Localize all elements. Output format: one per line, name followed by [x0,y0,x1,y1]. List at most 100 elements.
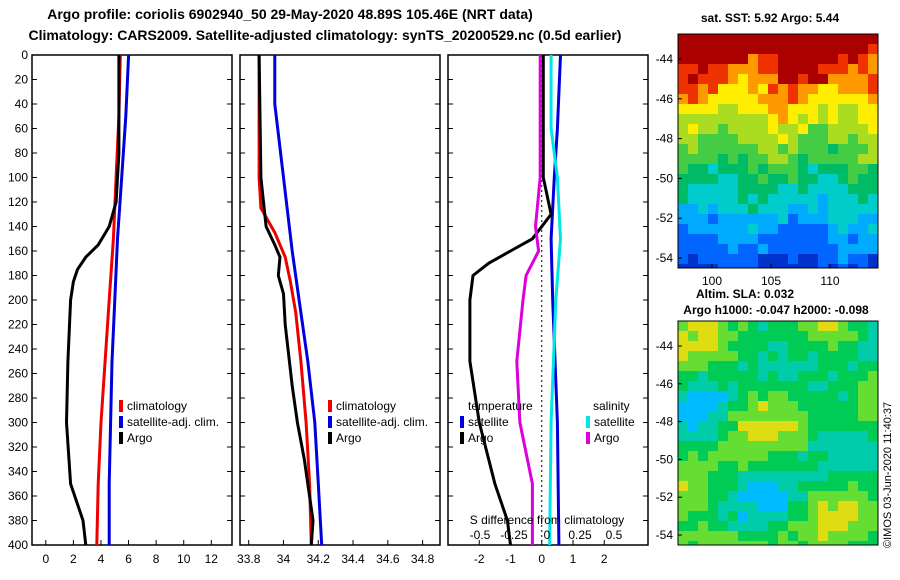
map-cell [688,154,698,164]
map-cell [778,361,788,371]
map-cell [868,461,878,471]
map-cell [818,34,828,44]
map-cell [868,74,878,84]
map-cell [798,154,808,164]
map-cell [698,531,708,541]
map-cell [678,64,688,74]
salinity-tick-label: -0.5 [470,528,491,542]
map-cell [788,411,798,421]
legend-label: Argo [468,431,494,445]
map-cell [748,174,758,184]
map-cell [728,471,738,481]
map-cell [708,421,718,431]
map-cell [738,174,748,184]
map-cell [848,401,858,411]
map-cell [748,471,758,481]
map-cell [848,244,858,254]
map-cell [828,491,838,501]
map-cell [768,421,778,431]
map-cell [848,154,858,164]
map-cell [688,104,698,114]
map-cell [738,331,748,341]
map-cell [758,184,768,194]
map-cell [718,441,728,451]
map-cell [798,381,808,391]
map-cell [848,84,858,94]
map-cell [768,84,778,94]
map-cell [848,194,858,204]
map-cell [748,331,758,341]
map-cell [858,371,868,381]
map-cell [818,164,828,174]
map-cell [798,44,808,54]
map-cell [698,134,708,144]
map-cell [798,391,808,401]
map-cell [828,254,838,264]
map-cell [678,471,688,481]
map-cell [718,84,728,94]
map-cell [748,234,758,244]
map-cell [828,481,838,491]
map-cell [738,541,748,545]
map-cell [768,34,778,44]
map-cell [728,371,738,381]
map-cell [758,401,768,411]
map-cell [788,34,798,44]
map-cell [858,214,868,224]
map-cell [798,74,808,84]
y-tick-label: 220 [8,318,28,332]
map-cell [788,471,798,481]
map-cell [778,371,788,381]
map-cell [718,411,728,421]
map-cell [738,54,748,64]
map-cell [708,501,718,511]
map-cell [758,74,768,84]
map-cell [708,461,718,471]
map-cell [828,381,838,391]
map-cell [758,521,768,531]
map-y-tick-label: -46 [656,92,674,106]
map-cell [848,204,858,214]
salinity-axis-title: S difference from climatology [470,513,625,527]
map-cell [818,391,828,401]
map-cell [718,331,728,341]
map-cell [808,401,818,411]
map-cell [678,114,688,124]
x-tick-label: 8 [153,552,160,566]
map-cell [698,54,708,64]
x-tick-label: -2 [474,552,485,566]
map-cell [698,164,708,174]
map-cell [778,391,788,401]
map-cell [718,341,728,351]
map-cell [828,541,838,545]
x-tick-label: 34.8 [411,552,435,566]
map-cell [778,204,788,214]
map-cell [718,391,728,401]
map-cell [868,144,878,154]
map-cell [758,34,768,44]
map-cell [758,451,768,461]
y-tick-label: 20 [15,73,29,87]
map-cell [778,234,788,244]
map-cell [808,204,818,214]
map-cell [838,224,848,234]
map-cell [778,511,788,521]
legend-label: Argo [594,431,620,445]
map-cell [758,84,768,94]
map-cell [728,451,738,461]
map-cell [868,471,878,481]
map-cell [808,64,818,74]
credit-text: ©IMOS 03-Jun-2020 11:40:37 [882,402,894,548]
map-cell [738,501,748,511]
map-cell [768,244,778,254]
map-cell [818,224,828,234]
map-cell [858,174,868,184]
map-cell [748,451,758,461]
map-cell [788,441,798,451]
map-cell [838,371,848,381]
map-cell [858,491,868,501]
map-cell [738,144,748,154]
map-cell [808,244,818,254]
map-cell [788,341,798,351]
map-cell [728,351,738,361]
